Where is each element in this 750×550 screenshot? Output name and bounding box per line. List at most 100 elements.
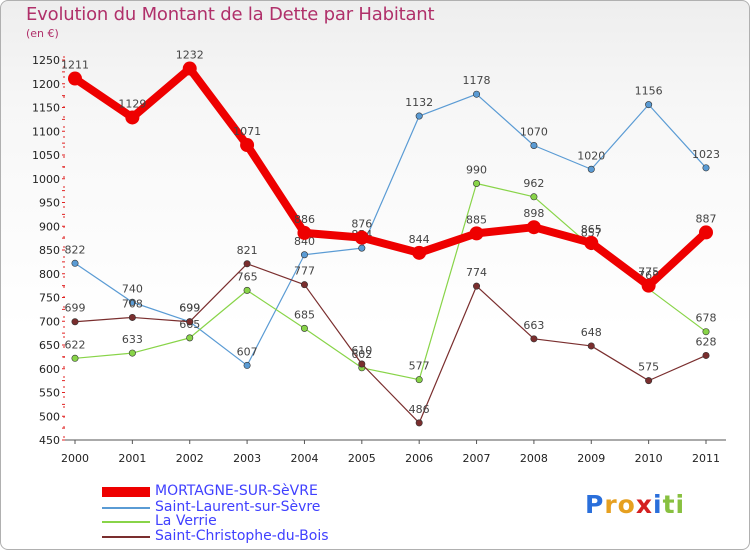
x-tick-label: 2011 — [692, 452, 720, 465]
data-point — [645, 101, 653, 109]
data-label: 857 — [581, 227, 602, 240]
data-point — [182, 61, 197, 76]
data-point — [702, 351, 710, 359]
data-point — [645, 377, 653, 385]
data-point — [530, 193, 538, 201]
data-label: 1070 — [520, 126, 548, 139]
data-point — [587, 165, 595, 173]
x-tick-label: 2005 — [348, 452, 376, 465]
y-tick-label: 950 — [39, 197, 60, 210]
legend-swatch — [102, 536, 150, 538]
data-label: 822 — [65, 243, 86, 256]
data-point — [641, 278, 656, 293]
data-label: 844 — [409, 233, 430, 246]
x-tick-label: 2009 — [577, 452, 605, 465]
legend-label: Saint-Laurent-sur-Sèvre — [155, 499, 321, 515]
logo-letter: i — [675, 490, 686, 519]
data-point — [473, 282, 481, 290]
series-line — [71, 64, 710, 290]
data-label: 865 — [581, 223, 602, 236]
y-tick-label: 700 — [39, 315, 60, 328]
x-tick-label: 2004 — [290, 452, 318, 465]
data-point — [584, 235, 599, 250]
data-point — [300, 251, 308, 259]
y-tick-label: 1150 — [32, 102, 60, 115]
data-label: 1020 — [577, 149, 605, 162]
data-label: 962 — [523, 177, 544, 190]
y-tick-label: 650 — [39, 339, 60, 352]
chart-title: Evolution du Montant de la Dette par Hab… — [26, 4, 435, 25]
data-point — [128, 349, 136, 357]
data-point — [526, 220, 541, 235]
data-point — [297, 225, 312, 240]
y-tick-label: 550 — [39, 387, 60, 400]
y-tick-label: 1050 — [32, 149, 60, 162]
proxiti-logo: Proxiti — [585, 490, 685, 519]
data-label: 887 — [696, 212, 717, 225]
y-tick-label: 500 — [39, 410, 60, 423]
data-point — [300, 281, 308, 289]
data-label: 840 — [294, 235, 315, 248]
data-label: 886 — [294, 213, 315, 226]
data-label: 777 — [294, 265, 315, 278]
data-point — [186, 318, 194, 326]
data-label: 685 — [294, 308, 315, 321]
legend-swatch — [102, 487, 150, 497]
data-point — [71, 354, 79, 362]
data-point — [415, 419, 423, 427]
data-label: 1129 — [118, 97, 146, 110]
y-tick-label: 1000 — [32, 173, 60, 186]
y-tick-label: 600 — [39, 363, 60, 376]
data-label: 486 — [409, 403, 430, 416]
data-point — [415, 376, 423, 384]
data-point — [243, 286, 251, 294]
y-tick-label: 900 — [39, 220, 60, 233]
data-label: 699 — [65, 302, 86, 315]
data-point — [243, 260, 251, 268]
legend-swatch — [102, 507, 150, 509]
data-label: 1071 — [233, 125, 261, 138]
x-tick-label: 2003 — [233, 452, 261, 465]
logo-letter: o — [617, 490, 636, 519]
data-label: 898 — [523, 207, 544, 220]
data-label: 821 — [237, 244, 258, 257]
data-label: 1232 — [176, 49, 204, 62]
logo-letter: x — [635, 490, 653, 519]
data-label: 708 — [122, 297, 143, 310]
data-label: 610 — [351, 344, 372, 357]
data-label: 575 — [638, 361, 659, 374]
logo-letter: r — [604, 490, 618, 519]
data-point — [71, 259, 79, 267]
data-point — [702, 328, 710, 336]
data-point — [240, 138, 255, 153]
data-label: 774 — [466, 266, 487, 279]
data-point — [415, 112, 423, 120]
data-point — [358, 244, 366, 252]
data-point — [473, 90, 481, 98]
data-label: 1023 — [692, 148, 720, 161]
data-label: 622 — [65, 338, 86, 351]
y-tick-label: 450 — [39, 434, 60, 447]
data-label: 577 — [409, 360, 430, 373]
data-label: 990 — [466, 164, 487, 177]
y-tick-label: 850 — [39, 244, 60, 257]
legend-label: Saint-Christophe-du-Bois — [155, 528, 329, 544]
data-label: 607 — [237, 345, 258, 358]
y-tick-label: 800 — [39, 268, 60, 281]
y-tick-label: 1200 — [32, 78, 60, 91]
data-point — [469, 226, 484, 241]
data-point — [128, 313, 136, 321]
x-tick-label: 2008 — [520, 452, 548, 465]
data-point — [530, 335, 538, 343]
x-tick-label: 2010 — [635, 452, 663, 465]
x-tick-label: 2001 — [118, 452, 146, 465]
legend-swatch — [102, 521, 150, 523]
logo-letter: P — [585, 490, 605, 519]
data-point — [412, 245, 427, 260]
data-label: 628 — [696, 335, 717, 348]
data-point — [358, 360, 366, 368]
data-label: 699 — [179, 302, 200, 315]
data-point — [702, 164, 710, 172]
data-point — [186, 334, 194, 342]
